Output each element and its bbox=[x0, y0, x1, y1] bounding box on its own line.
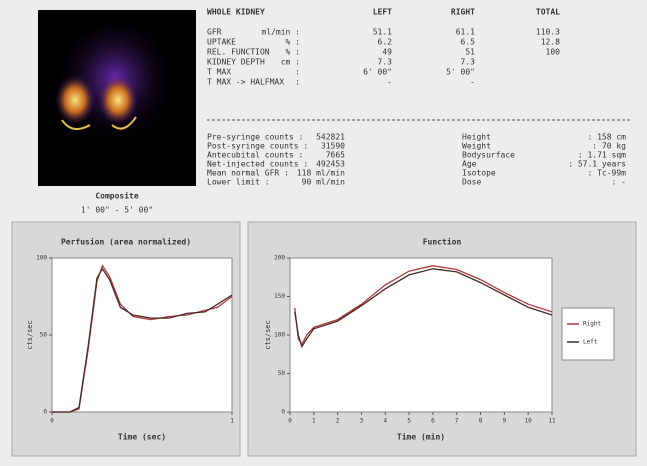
x-tick-label: 1 bbox=[230, 418, 234, 425]
counts-cell: 90 ml/min bbox=[302, 178, 346, 187]
table-cell: 6' 00" bbox=[363, 68, 392, 77]
counts-cell: Age bbox=[462, 160, 477, 169]
counts-cell: Post-syringe counts : bbox=[207, 142, 308, 151]
table-header: WHOLE KIDNEY bbox=[207, 8, 265, 17]
counts-cell: : 70 kg bbox=[592, 142, 626, 151]
table-cell: T MAX bbox=[207, 68, 231, 77]
counts-cell: 7665 bbox=[326, 151, 345, 160]
plot-area bbox=[290, 258, 552, 412]
counts-cell: Antecubital counts : bbox=[207, 151, 303, 160]
x-tick-label: 6 bbox=[431, 418, 435, 425]
counts-cell: : 1.71 sqm bbox=[578, 151, 626, 160]
counts-cell: Dose bbox=[462, 178, 481, 187]
table-cell: T MAX -> HALFMAX bbox=[207, 78, 284, 87]
table-cell: ml/min : bbox=[261, 28, 300, 37]
table-cell: 7.3 bbox=[461, 58, 476, 67]
y-tick-label: 0 bbox=[43, 409, 47, 416]
y-tick-label: 50 bbox=[278, 370, 286, 377]
x-tick-label: 0 bbox=[288, 418, 292, 425]
y-axis-label: cts/sec bbox=[264, 320, 272, 350]
legend bbox=[562, 308, 614, 360]
table-cell: : bbox=[295, 68, 300, 77]
table-cell: % : bbox=[286, 48, 300, 57]
x-axis-label: Time (sec) bbox=[118, 432, 166, 442]
table-cell: 49 bbox=[382, 48, 392, 57]
counts-cell: : Tc-99m bbox=[587, 169, 626, 178]
x-tick-label: 0 bbox=[50, 418, 54, 425]
table-header: LEFT bbox=[373, 8, 392, 17]
table-cell: 51.1 bbox=[373, 28, 392, 37]
table-cell: 61.1 bbox=[456, 28, 475, 37]
x-tick-label: 5 bbox=[407, 418, 411, 425]
y-axis-label: cts/sec bbox=[26, 320, 34, 350]
counts-cell: Weight bbox=[462, 142, 491, 151]
x-tick-label: 10 bbox=[525, 418, 533, 425]
report-screen: Composite 1' 00" - 5' 00" WHOLE KIDNEY LE… bbox=[0, 0, 647, 466]
plot-area bbox=[52, 258, 232, 412]
table-header: TOTAL bbox=[536, 8, 560, 17]
counts-cell: 492453 bbox=[316, 160, 345, 169]
x-tick-label: 2 bbox=[336, 418, 340, 425]
table-cell: 12.8 bbox=[541, 38, 560, 47]
table-cell: REL. FUNCTION bbox=[207, 48, 270, 57]
table-cell: 51 bbox=[465, 48, 475, 57]
scan-image bbox=[38, 10, 196, 186]
counts-cell: Isotope bbox=[462, 169, 496, 178]
table-cell: KIDNEY DEPTH bbox=[207, 58, 265, 67]
table-cell: - bbox=[387, 78, 392, 87]
table-cell: GFR bbox=[207, 28, 222, 37]
table-cell: - bbox=[470, 78, 475, 87]
table-cell: 100 bbox=[546, 48, 561, 57]
counts-cell: Net-injected counts : bbox=[207, 160, 308, 169]
counts-cell: : 158 cm bbox=[587, 133, 626, 142]
y-tick-label: 100 bbox=[36, 255, 47, 262]
legend-label: Left bbox=[583, 339, 598, 346]
table-cell: cm : bbox=[281, 58, 300, 67]
image-label: Composite bbox=[95, 191, 139, 201]
x-tick-label: 1 bbox=[312, 418, 316, 425]
legend-label: Right bbox=[583, 321, 601, 328]
counts-cell: Bodysurface bbox=[462, 151, 515, 160]
table-header: RIGHT bbox=[451, 8, 475, 17]
counts-cell: Lower limit : bbox=[207, 178, 270, 187]
counts-cell: : - bbox=[612, 178, 626, 187]
counts-cell: Height bbox=[462, 133, 491, 142]
table-cell: 5' 00" bbox=[446, 68, 475, 77]
table-cell: 110.3 bbox=[536, 28, 560, 37]
table-cell: 7.3 bbox=[378, 58, 393, 67]
table-cell: : bbox=[295, 78, 300, 87]
chart-title: Function bbox=[423, 237, 462, 247]
y-tick-label: 200 bbox=[274, 255, 285, 262]
y-tick-label: 150 bbox=[274, 293, 285, 300]
image-range: 1' 00" - 5' 00" bbox=[81, 206, 153, 215]
x-tick-label: 8 bbox=[479, 418, 483, 425]
counts-cell: Pre-syringe counts : bbox=[207, 133, 303, 142]
table-cell: UPTAKE bbox=[207, 38, 236, 47]
chart-title: Perfusion (area normalized) bbox=[61, 237, 191, 247]
counts-cell: 31590 bbox=[321, 142, 345, 151]
table-cell: % : bbox=[286, 38, 300, 47]
x-tick-label: 9 bbox=[503, 418, 507, 425]
x-tick-label: 7 bbox=[455, 418, 459, 425]
counts-cell: : 57.1 years bbox=[568, 160, 626, 169]
counts-cell: 542821 bbox=[316, 133, 345, 142]
counts-cell: 118 ml/min bbox=[297, 169, 345, 178]
x-axis-label: Time (min) bbox=[397, 432, 445, 442]
table-cell: 6.5 bbox=[461, 38, 476, 47]
y-tick-label: 100 bbox=[274, 332, 285, 339]
x-tick-label: 3 bbox=[360, 418, 364, 425]
counts-cell: Mean normal GFR : bbox=[207, 169, 289, 178]
y-tick-label: 50 bbox=[40, 332, 48, 339]
y-tick-label: 0 bbox=[281, 409, 285, 416]
table-cell: 6.2 bbox=[378, 38, 393, 47]
x-tick-label: 11 bbox=[548, 418, 556, 425]
x-tick-label: 4 bbox=[383, 418, 387, 425]
